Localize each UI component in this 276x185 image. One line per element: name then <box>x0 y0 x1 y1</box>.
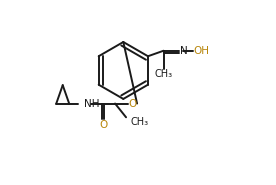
Text: CH₃: CH₃ <box>155 69 172 79</box>
Text: CH₃: CH₃ <box>131 117 149 127</box>
Text: OH: OH <box>194 46 210 56</box>
Text: O: O <box>99 120 107 130</box>
Text: O: O <box>128 99 137 109</box>
Text: NH: NH <box>84 99 99 109</box>
Text: N: N <box>180 46 188 56</box>
